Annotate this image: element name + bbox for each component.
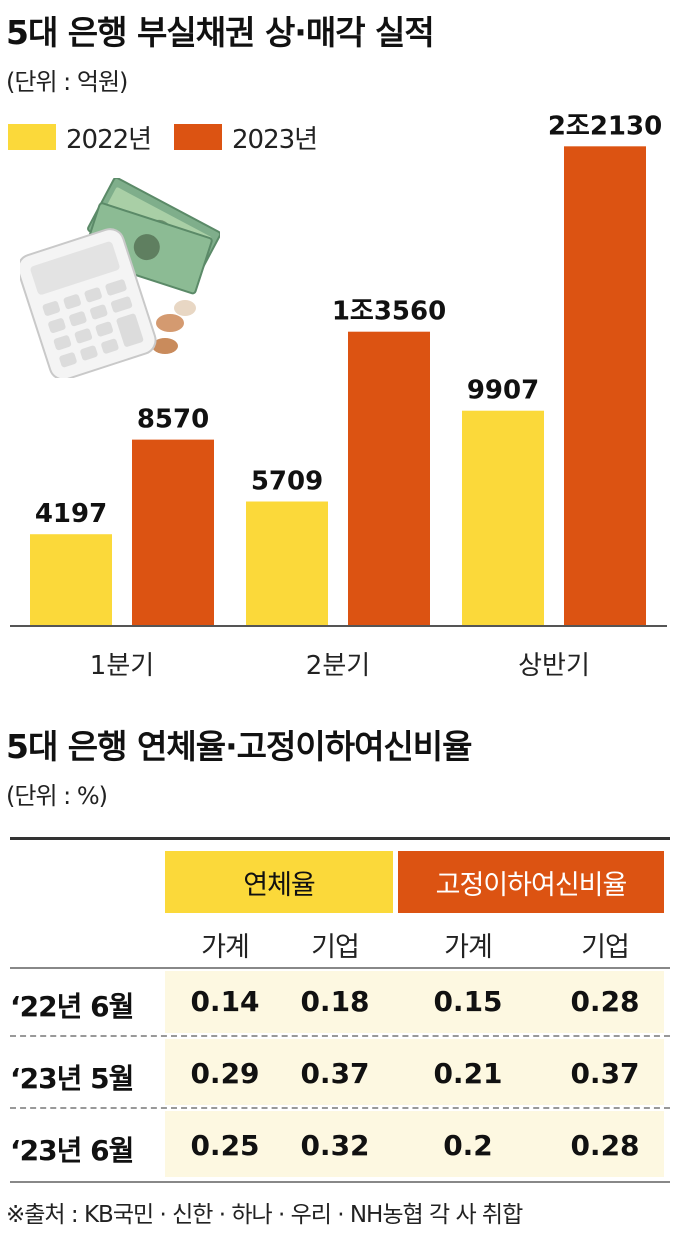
bar-value-label: 8570 <box>137 405 209 435</box>
legend-label-2022: 2022년 <box>66 124 152 155</box>
subheader-corporate-2: 기업 <box>581 932 630 963</box>
table-top-border <box>10 837 670 840</box>
table-cell: 0.14 <box>190 985 260 1018</box>
row-divider <box>10 1035 670 1037</box>
subheader-corporate-1: 기업 <box>311 932 360 963</box>
table-cell: 0.37 <box>300 1057 370 1090</box>
table-cell: 0.25 <box>190 1129 260 1162</box>
table-row <box>165 971 664 1033</box>
category-label: 1분기 <box>90 651 154 681</box>
header-delinquency-rate: 연체율 <box>165 851 393 913</box>
bar-value-label: 5709 <box>251 467 323 497</box>
source-note: ※출처 : KB국민 · 신한 · 하나 · 우리 · NH농협 각 사 취합 <box>6 1202 523 1228</box>
calculator-money-icon <box>17 176 222 381</box>
bar-2022-2 <box>462 410 544 625</box>
table-cell: 0.2 <box>443 1129 493 1162</box>
legend-label-2023: 2023년 <box>232 124 318 155</box>
table-row <box>165 1039 664 1105</box>
table-row <box>165 1111 664 1177</box>
table-cell: 0.29 <box>190 1057 260 1090</box>
subheader-household-1: 가계 <box>201 932 250 963</box>
table-cell: 0.28 <box>570 985 640 1018</box>
bar-2023-0 <box>132 439 214 625</box>
row-divider <box>10 1107 670 1109</box>
category-label: 2분기 <box>306 651 370 681</box>
table-title: 5대 은행 연체율·고정이하여신비율 <box>6 727 473 766</box>
table-bottom-border <box>10 1181 670 1183</box>
legend-swatch-2023 <box>174 124 222 150</box>
row-label: ‘23년 6월 <box>10 1134 134 1167</box>
bar-value-label: 1조3560 <box>332 297 446 327</box>
header-npl-ratio: 고정이하여신비율 <box>398 851 664 913</box>
chart-title: 5대 은행 부실채권 상·매각 실적 <box>6 13 435 52</box>
bar-chart: 4197 8570 1분기 5709 1조3560 2분기 9907 2조2130 상반기 <box>10 111 667 681</box>
bar-value-label: 2조2130 <box>548 111 662 141</box>
bar-value-label: 4197 <box>35 499 107 529</box>
chart-unit: (단위 : 억원) <box>6 68 128 96</box>
subheader-household-2: 가계 <box>444 932 493 963</box>
bar-2023-2 <box>564 146 646 625</box>
bar-2023-1 <box>348 331 430 625</box>
table-cell: 0.32 <box>300 1129 370 1162</box>
header-npl-ratio-label: 고정이하여신비율 <box>435 869 628 901</box>
table-cell: 0.37 <box>570 1057 640 1090</box>
legend-swatch-2022 <box>8 124 56 150</box>
table-cell: 0.15 <box>433 985 503 1018</box>
table-unit: (단위 : %) <box>6 782 108 810</box>
bar-2022-0 <box>30 534 112 625</box>
legend-item-2023: 2023년 <box>174 120 318 155</box>
header-delinquency-rate-label: 연체율 <box>243 869 316 901</box>
table-cell: 0.18 <box>300 985 370 1018</box>
legend-item-2022: 2022년 <box>8 120 152 155</box>
category-label: 상반기 <box>518 651 590 681</box>
table-header-divider <box>10 967 670 969</box>
table-cell: 0.28 <box>570 1129 640 1162</box>
bar-value-label: 9907 <box>467 376 539 406</box>
row-label: ‘23년 5월 <box>10 1062 134 1095</box>
bar-2022-1 <box>246 501 328 625</box>
row-label: ‘22년 6월 <box>10 990 134 1023</box>
table-cell: 0.21 <box>433 1057 503 1090</box>
